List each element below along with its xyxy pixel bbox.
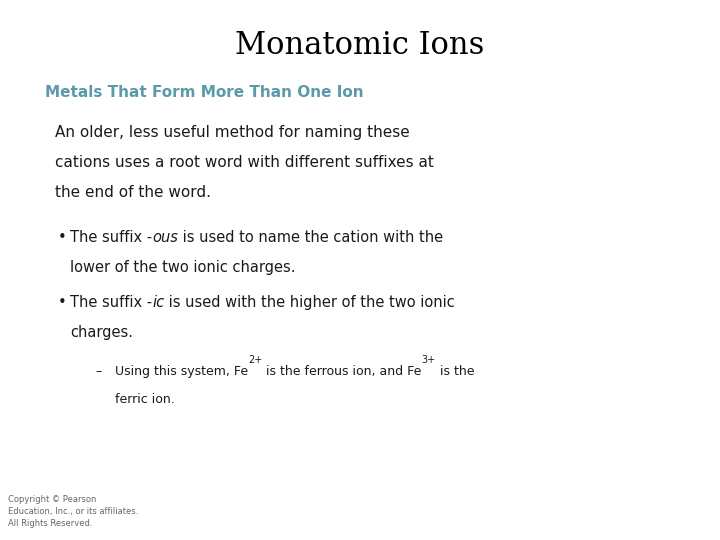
Text: Metals That Form More Than One Ion: Metals That Form More Than One Ion xyxy=(45,85,364,100)
Text: The suffix -: The suffix - xyxy=(70,295,152,310)
Text: The suffix -: The suffix - xyxy=(70,230,152,245)
Text: An older, less useful method for naming these: An older, less useful method for naming … xyxy=(55,125,410,140)
Text: –: – xyxy=(95,365,102,378)
Text: is the ferrous ion, and Fe: is the ferrous ion, and Fe xyxy=(262,365,422,378)
Text: is used to name the cation with the: is used to name the cation with the xyxy=(178,230,443,245)
Text: the end of the word.: the end of the word. xyxy=(55,185,211,200)
Text: cations uses a root word with different suffixes at: cations uses a root word with different … xyxy=(55,155,434,170)
Text: Monatomic Ions: Monatomic Ions xyxy=(235,30,485,61)
Text: lower of the two ionic charges.: lower of the two ionic charges. xyxy=(70,260,295,275)
Text: 2+: 2+ xyxy=(248,355,262,365)
Text: is the: is the xyxy=(436,365,474,378)
Text: •: • xyxy=(58,295,67,310)
Text: Copyright © Pearson
Education, Inc., or its affiliates.
All Rights Reserved.: Copyright © Pearson Education, Inc., or … xyxy=(8,495,138,528)
Text: ic: ic xyxy=(152,295,164,310)
Text: 3+: 3+ xyxy=(422,355,436,365)
Text: ous: ous xyxy=(152,230,178,245)
Text: Using this system, Fe: Using this system, Fe xyxy=(115,365,248,378)
Text: charges.: charges. xyxy=(70,325,133,340)
Text: •: • xyxy=(58,230,67,245)
Text: ferric ion.: ferric ion. xyxy=(115,393,175,406)
Text: is used with the higher of the two ionic: is used with the higher of the two ionic xyxy=(164,295,455,310)
